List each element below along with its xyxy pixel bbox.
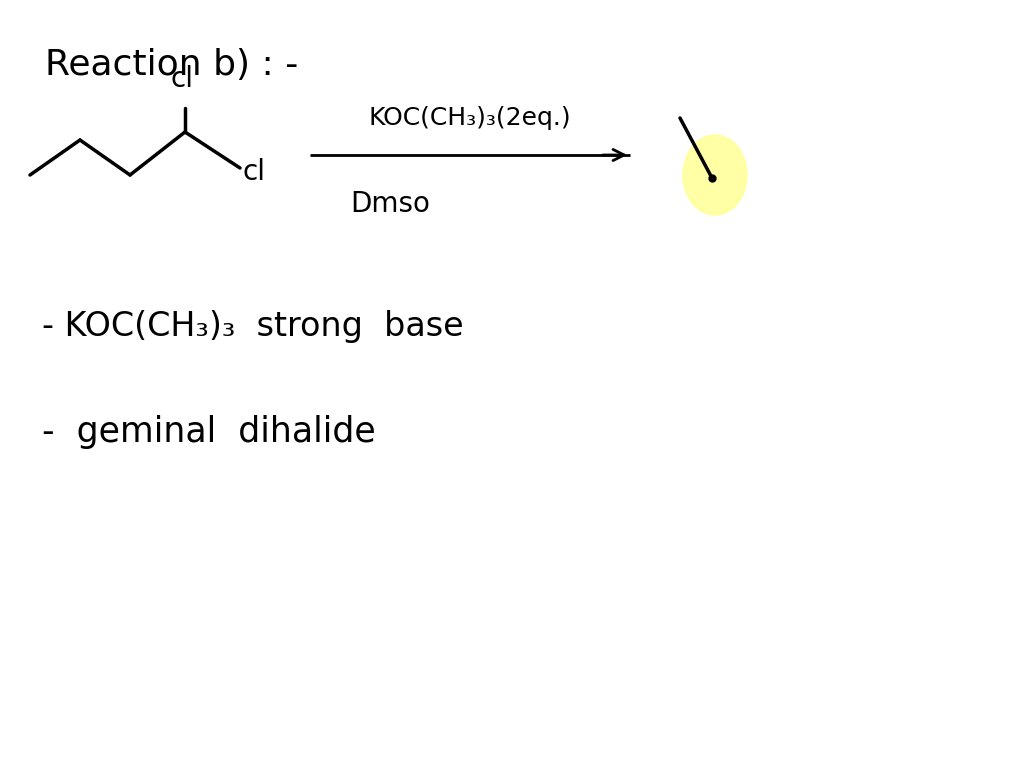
Text: Dmso: Dmso	[350, 190, 430, 218]
Text: Reaction b) : -: Reaction b) : -	[45, 48, 298, 82]
Text: -  geminal  dihalide: - geminal dihalide	[42, 415, 376, 449]
Text: cl: cl	[243, 158, 266, 186]
Ellipse shape	[683, 135, 746, 215]
Text: - KOC(CH₃)₃  strong  base: - KOC(CH₃)₃ strong base	[42, 310, 464, 343]
Text: cl: cl	[171, 65, 194, 93]
Text: KOC(CH₃)₃(2eq.): KOC(CH₃)₃(2eq.)	[369, 106, 571, 130]
